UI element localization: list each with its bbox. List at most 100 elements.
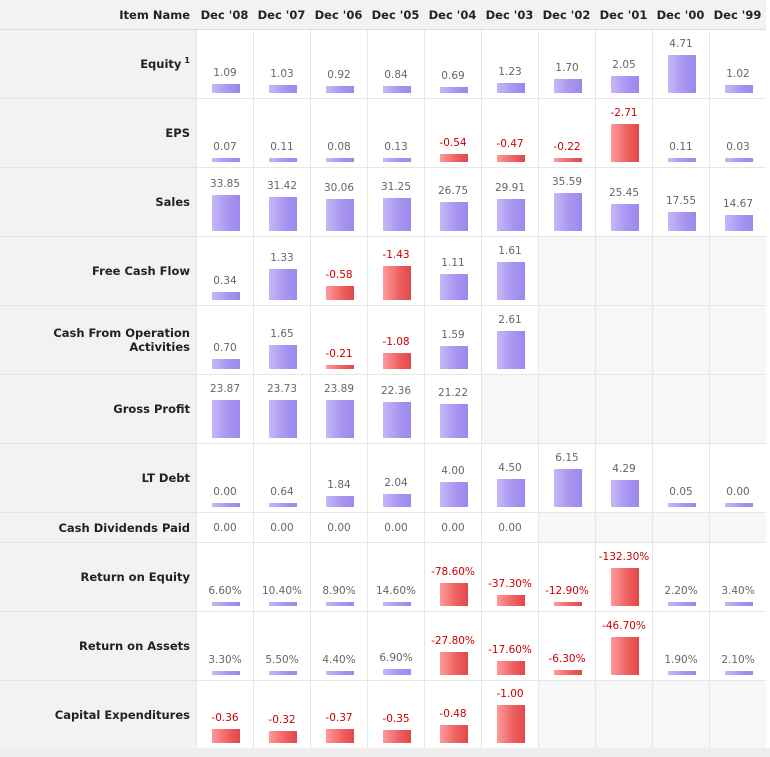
positive-value-bar: [211, 291, 240, 300]
data-cell: 1.23: [481, 30, 538, 99]
cell-value: -0.32: [268, 713, 296, 726]
negative-value-bar: [610, 637, 639, 675]
cell-value: 2.04: [384, 477, 408, 490]
positive-value-bar: [382, 197, 411, 231]
cell-value: 2.05: [612, 59, 636, 72]
positive-value-bar: [211, 84, 240, 93]
positive-value-bar: [268, 84, 297, 93]
cell-value: -132.30%: [598, 551, 650, 563]
cell-value: 0.00: [441, 521, 465, 534]
row-label: Return on Equity: [0, 543, 196, 612]
positive-value-bar: [382, 669, 411, 675]
data-cell: 6.15: [538, 444, 595, 513]
data-cell: 35.59: [538, 168, 595, 237]
row-label: Free Cash Flow: [0, 237, 196, 306]
data-cell: 0.70: [196, 306, 253, 375]
cell-value: -0.54: [439, 137, 467, 150]
negative-value-bar: [382, 353, 411, 369]
cell-value: 1.33: [270, 251, 294, 264]
cell-value: 6.15: [555, 452, 579, 464]
cell-value: 0.00: [726, 486, 750, 498]
data-cell: -0.22: [538, 99, 595, 168]
cell-value: 1.65: [270, 327, 294, 340]
data-cell: -2.71: [595, 99, 652, 168]
positive-value-bar: [268, 268, 297, 300]
data-cell: -0.36: [196, 681, 253, 749]
row-label: Gross Profit: [0, 375, 196, 444]
data-cell: 4.40%: [310, 612, 367, 681]
positive-value-bar: [439, 345, 468, 369]
cell-value: 4.29: [612, 463, 636, 476]
data-cell: 17.55: [652, 168, 709, 237]
data-cell: [481, 375, 538, 444]
data-cell: 10.40%: [253, 543, 310, 612]
cell-value: 30.06: [323, 181, 355, 194]
positive-value-bar: [268, 400, 297, 438]
row-label-text: Return on Assets: [78, 639, 190, 653]
negative-value-bar: [610, 568, 639, 606]
positive-value-bar: [439, 87, 468, 93]
cell-value: 3.30%: [208, 654, 242, 666]
row-label-text: Gross Profit: [113, 402, 190, 416]
row-label-text: Return on Equity: [80, 570, 190, 584]
cell-value: 23.87: [209, 383, 241, 396]
cell-value: 5.50%: [265, 653, 299, 666]
header-period: Dec '05: [367, 0, 424, 30]
positive-value-bar: [553, 469, 582, 507]
cell-value: 0.69: [441, 70, 465, 83]
positive-value-bar: [724, 503, 753, 507]
footnote-marker: 1: [184, 55, 190, 65]
negative-value-bar: [439, 724, 468, 743]
cell-value: -0.22: [553, 141, 581, 153]
data-cell: [538, 306, 595, 375]
cell-value: -1.43: [382, 249, 410, 262]
header-period: Dec '03: [481, 0, 538, 30]
data-cell: 2.61: [481, 306, 538, 375]
header-period: Dec '01: [595, 0, 652, 30]
cell-value: 6.60%: [208, 585, 242, 597]
row-label: Return on Assets: [0, 612, 196, 681]
header-period: Dec '08: [196, 0, 253, 30]
cell-value: -0.21: [325, 348, 353, 360]
positive-value-bar: [496, 331, 525, 369]
cell-value: 22.36: [380, 385, 412, 398]
data-cell: [709, 237, 766, 306]
header-period: Dec '04: [424, 0, 481, 30]
cell-value: 8.90%: [322, 585, 356, 597]
data-cell: 1.70: [538, 30, 595, 99]
data-cell: [595, 681, 652, 749]
cell-value: 0.03: [726, 141, 750, 153]
positive-value-bar: [268, 158, 297, 162]
positive-value-bar: [667, 55, 696, 93]
cell-value: 0.13: [384, 141, 408, 153]
positive-value-bar: [211, 358, 240, 369]
cell-value: -12.90%: [545, 585, 589, 597]
row-label: Cash Dividends Paid: [0, 513, 196, 543]
negative-value-bar: [553, 602, 582, 606]
cell-value: 21.22: [437, 387, 469, 400]
negative-value-bar: [325, 728, 354, 743]
positive-value-bar: [325, 158, 354, 162]
cell-value: -6.30%: [548, 652, 586, 665]
data-cell: 1.02: [709, 30, 766, 99]
data-cell: 3.40%: [709, 543, 766, 612]
header-period: Dec '06: [310, 0, 367, 30]
positive-value-bar: [553, 79, 582, 93]
data-cell: 0.05: [652, 444, 709, 513]
positive-value-bar: [211, 400, 240, 438]
positive-value-bar: [268, 602, 297, 606]
positive-value-bar: [211, 602, 240, 606]
positive-value-bar: [325, 602, 354, 606]
data-cell: 4.71: [652, 30, 709, 99]
positive-value-bar: [382, 158, 411, 162]
positive-value-bar: [496, 262, 525, 300]
data-cell: 1.33: [253, 237, 310, 306]
header-period: Dec '07: [253, 0, 310, 30]
data-cell: 33.85: [196, 168, 253, 237]
negative-value-bar: [553, 669, 582, 675]
cell-value: 3.40%: [721, 585, 755, 597]
data-cell: 30.06: [310, 168, 367, 237]
data-cell: -0.37: [310, 681, 367, 749]
data-cell: -6.30%: [538, 612, 595, 681]
